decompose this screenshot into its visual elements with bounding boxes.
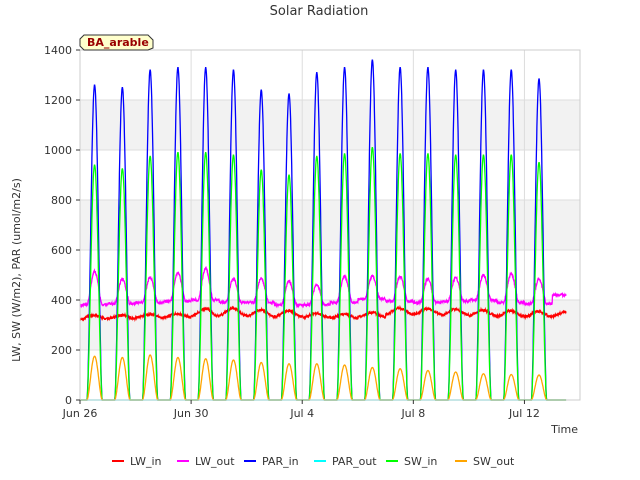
y-tick-label: 1000	[44, 144, 72, 157]
legend-label: PAR_out	[332, 455, 377, 468]
legend-label: SW_out	[473, 455, 515, 468]
y-tick-label: 200	[51, 344, 72, 357]
grid-bands	[80, 100, 580, 350]
x-tick-label: Jun 30	[173, 407, 209, 420]
y-tick-label: 0	[65, 394, 72, 407]
legend-item: LW_out	[177, 455, 235, 468]
y-axis-label: LW, SW (W/m2), PAR (umol/m2/s)	[10, 178, 23, 362]
x-axis-ticks: Jun 26 Jun 30 Jul 4 Jul 8 Jul 12	[62, 400, 540, 420]
station-badge: BA_arable	[79, 34, 154, 51]
legend-item: LW_in	[112, 455, 162, 468]
legend-item: PAR_in	[244, 455, 299, 468]
station-badge-label: BA_arable	[87, 36, 149, 49]
legend-label: PAR_in	[262, 455, 299, 468]
y-axis-ticks: 0 200 400 600 800 1000 1200 1400	[44, 44, 80, 407]
y-tick-label: 800	[51, 194, 72, 207]
plot-frame	[79, 49, 581, 401]
grid-band	[80, 200, 580, 250]
series-line-lw-in	[79, 304, 567, 323]
x-axis-label: Time	[550, 423, 578, 436]
y-tick-label: 400	[51, 294, 72, 307]
legend-item: SW_in	[386, 455, 437, 468]
x-tick-label: Jun 26	[62, 407, 98, 420]
legend-label: SW_in	[404, 455, 437, 468]
x-tick-label: Jul 4	[289, 407, 314, 420]
chart-title: Solar Radiation	[270, 4, 369, 19]
grid-band	[80, 300, 580, 350]
legend: LW_in LW_out PAR_in PAR_out SW_in SW_out	[112, 455, 515, 468]
x-tick-label: Jul 8	[400, 407, 425, 420]
legend-label: LW_in	[130, 455, 162, 468]
legend-item: SW_out	[455, 455, 515, 468]
legend-label: LW_out	[195, 455, 235, 468]
y-tick-label: 1200	[44, 94, 72, 107]
x-tick-label: Jul 12	[508, 407, 540, 420]
grid-band	[80, 100, 580, 150]
y-tick-label: 600	[51, 244, 72, 257]
legend-item: PAR_out	[314, 455, 377, 468]
series-line-lw-out	[79, 265, 567, 309]
y-tick-label: 1400	[44, 44, 72, 57]
